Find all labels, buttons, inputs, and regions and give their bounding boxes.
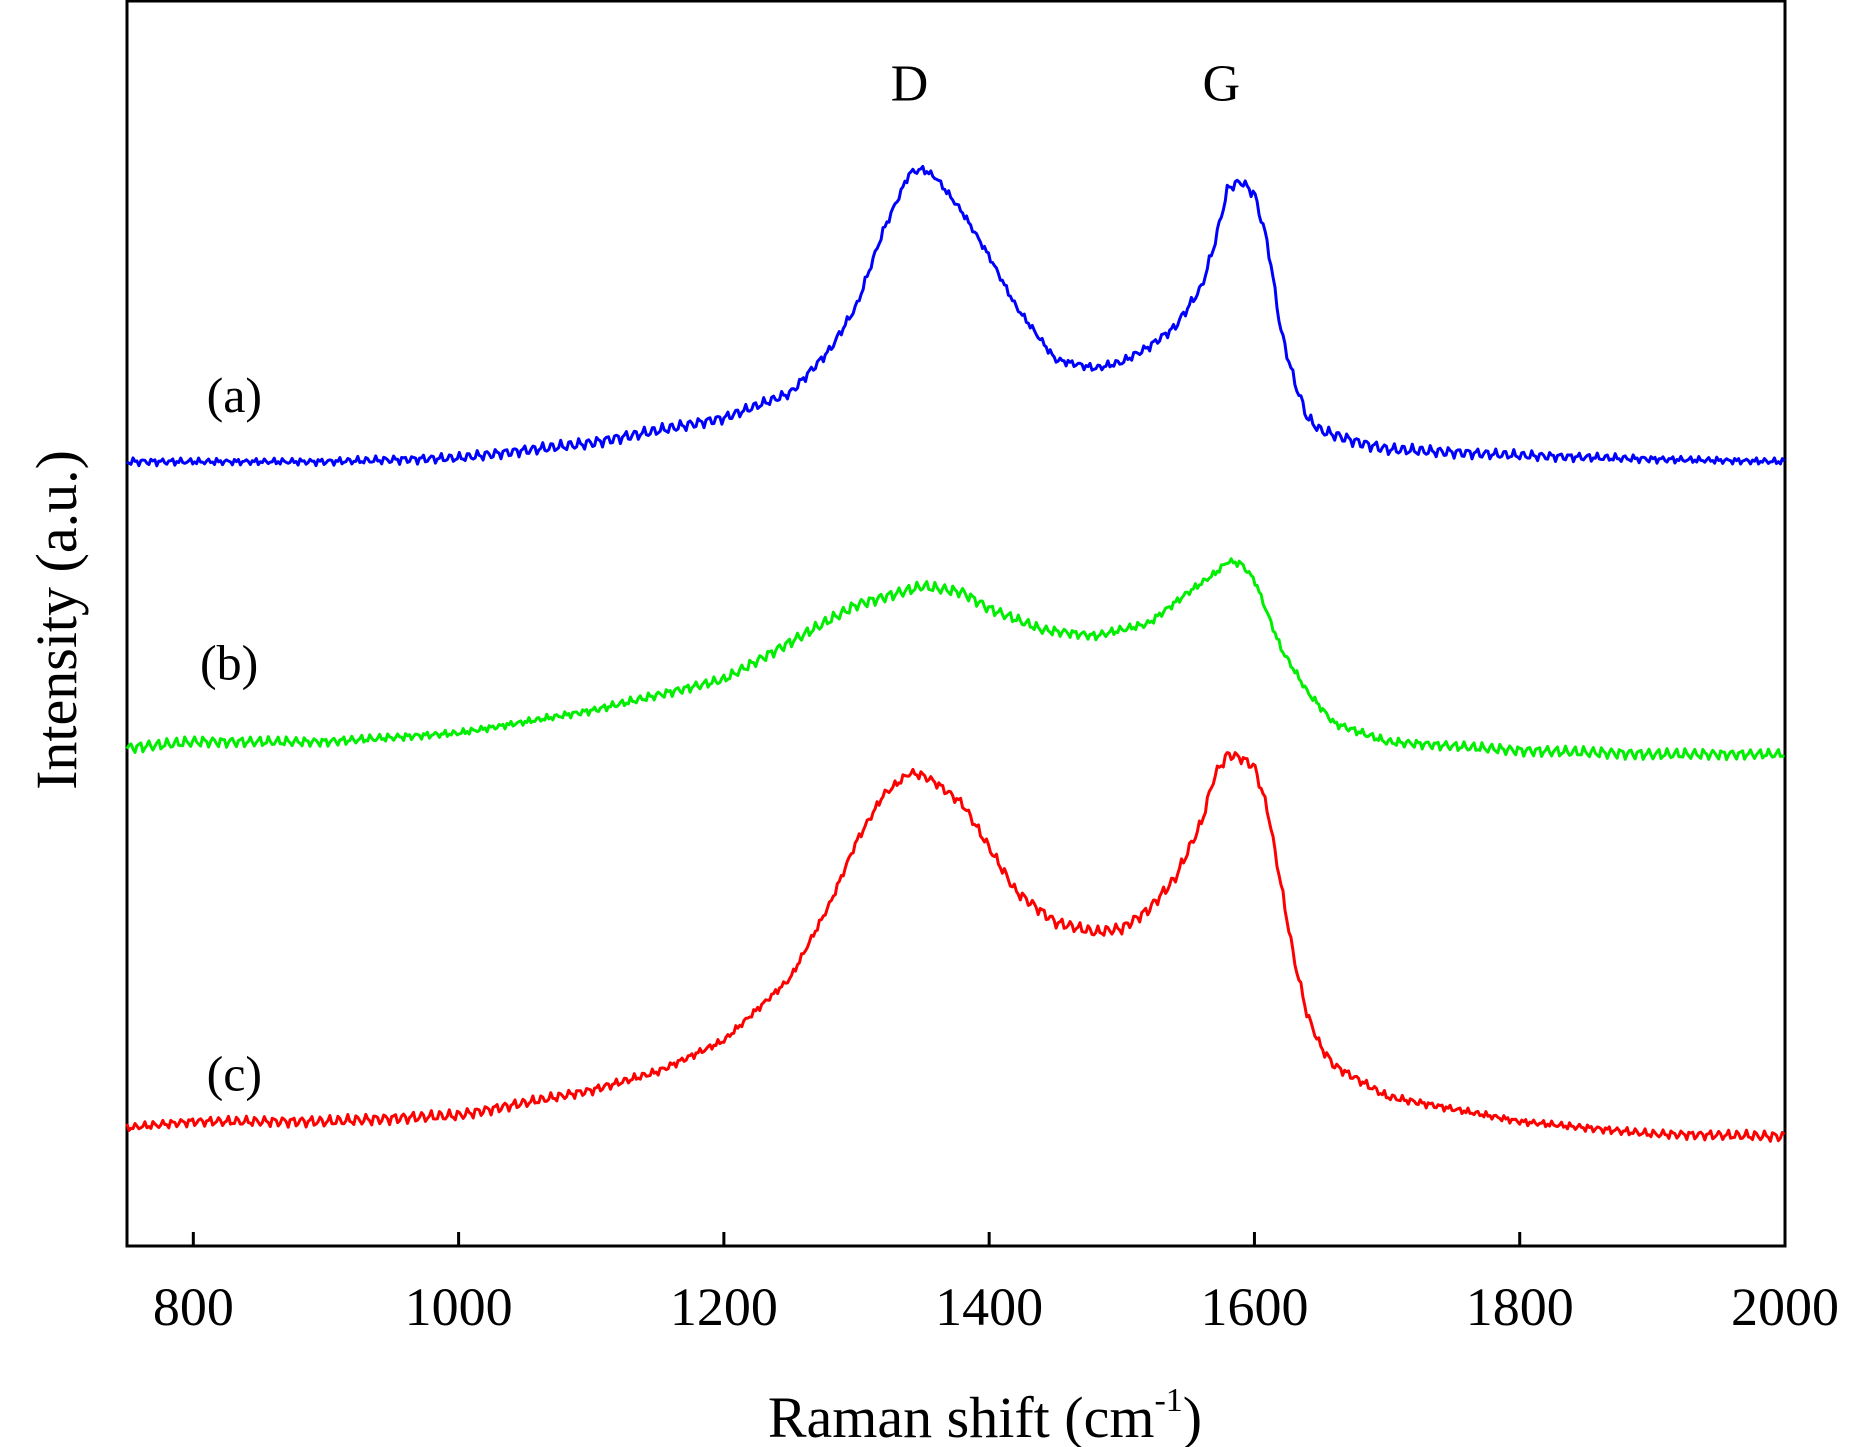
x-tick-label: 1200 — [670, 1277, 778, 1337]
peak-label: D — [891, 56, 929, 113]
series-line — [125, 751, 1786, 1143]
x-ticks: 800 1000 1200 1400 1600 1800 2000 — [153, 1232, 1839, 1337]
series-line — [125, 557, 1785, 762]
series-line — [126, 164, 1786, 468]
x-tick-label: 1400 — [935, 1277, 1043, 1337]
y-axis-title: Intensity (a.u.) — [24, 450, 89, 790]
x-tick-label: 1000 — [405, 1277, 513, 1337]
x-axis-title: Raman shift (cm-1) — [768, 1382, 1202, 1447]
x-tick-label: 2000 — [1731, 1277, 1839, 1337]
labels-group: (a) (b) (c) D G — [200, 56, 1240, 1102]
series-label: (a) — [207, 367, 262, 423]
peak-label: G — [1202, 56, 1240, 113]
series-group — [125, 164, 1786, 1143]
plot-frame — [125, 0, 1787, 1248]
x-tick-label: 800 — [153, 1277, 234, 1337]
x-tick-label: 1800 — [1466, 1277, 1574, 1337]
series-label: (b) — [200, 635, 258, 691]
x-tick-label: 1600 — [1200, 1277, 1308, 1337]
series-label: (c) — [207, 1045, 262, 1101]
